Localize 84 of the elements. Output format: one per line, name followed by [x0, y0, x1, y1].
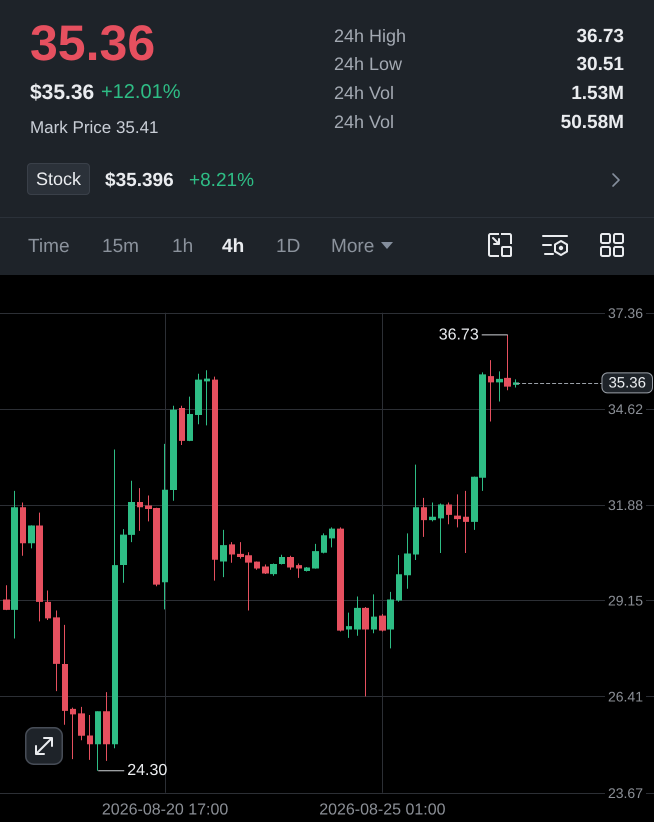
candlestick: [379, 613, 386, 632]
candlestick: [270, 562, 277, 576]
candlestick: [53, 610, 60, 692]
candlestick: [429, 502, 436, 522]
candlestick: [204, 370, 210, 426]
candlestick: [438, 503, 444, 554]
candlestick: [45, 590, 51, 620]
tag-badge: Stock: [27, 163, 90, 195]
text: 1D: [276, 236, 300, 256]
candlestick: [195, 373, 202, 425]
annotation: 24.30: [127, 762, 168, 780]
text: 50.58M: [560, 112, 624, 132]
candlestick: [496, 370, 503, 402]
y-tick-label: 31.88: [608, 496, 644, 513]
candlestick: [362, 606, 369, 697]
candlestick: [421, 497, 427, 538]
candlestick: [3, 584, 10, 611]
text: More: [331, 236, 374, 256]
text: 35.36: [30, 15, 156, 71]
ref-line-label: 35.36: [608, 374, 646, 392]
text: 24h Vol: [334, 83, 394, 103]
candlestick: [229, 542, 235, 564]
y-tick-label: 37.36: [608, 304, 644, 321]
x-tick-label: 2026-08-25 01:00: [319, 801, 446, 818]
candlestick: [137, 488, 143, 532]
candlestick: [78, 706, 85, 741]
candlestick: [187, 396, 193, 442]
candlestick: [279, 554, 285, 566]
candlestick: [413, 464, 419, 560]
text: 30.51: [576, 54, 624, 74]
text: 24h High: [334, 26, 406, 46]
candlestick: [212, 376, 218, 582]
candlestick: [170, 405, 177, 502]
candlestick: [304, 566, 310, 572]
text: 24h Low: [334, 54, 402, 74]
y-tick-label: 23.67: [608, 784, 644, 801]
candlestick: [404, 532, 411, 590]
candlestick: [454, 494, 461, 528]
text: $35.396: [105, 170, 174, 190]
y-tick-label: 29.15: [608, 592, 644, 609]
candlestick: [312, 543, 319, 570]
text: 4h: [222, 236, 244, 256]
text: +12.01%: [101, 81, 181, 103]
candlestick: [337, 526, 344, 632]
candlestick: [446, 502, 452, 525]
candlestick: [396, 554, 402, 602]
annotation: 36.73: [438, 326, 479, 344]
candlestick: [346, 612, 352, 638]
candlestick: [112, 449, 118, 749]
candlestick: [11, 490, 18, 640]
text: 1.53M: [571, 82, 624, 104]
candlestick: [254, 560, 260, 570]
candlestick: [95, 710, 101, 772]
text: 36.73: [576, 26, 624, 46]
text: 15m: [102, 236, 139, 256]
text: +8.21%: [189, 170, 254, 190]
candlestick: [262, 564, 269, 575]
text: Time: [28, 236, 70, 256]
candlestick: [179, 405, 185, 446]
candlestick: [103, 692, 110, 762]
text: 1h: [172, 236, 194, 256]
text: 24h Vol: [334, 112, 394, 132]
candlestick: [488, 360, 494, 422]
candlestick: [371, 594, 377, 634]
candlestick: [463, 490, 469, 554]
candlestick: [321, 532, 327, 554]
candlestick: [329, 526, 335, 548]
candlestick: [62, 624, 68, 726]
text: $35.36: [30, 80, 94, 104]
x-tick-label: 2026-08-20 17:00: [102, 801, 228, 818]
candlestick: [354, 596, 361, 636]
candlestick: [220, 529, 227, 578]
candlestick: [387, 591, 394, 649]
candlestick: [87, 714, 93, 760]
candlestick: [28, 524, 35, 549]
y-tick-label: 26.41: [608, 688, 644, 705]
candlestick: [296, 562, 302, 578]
candlestick: [36, 512, 43, 622]
candlestick: [20, 502, 26, 556]
candlestick: [287, 555, 294, 570]
candlestick: [70, 707, 76, 760]
y-tick-label: 34.62: [608, 400, 644, 417]
candlestick: [504, 334, 511, 391]
text: Mark Price 35.41: [30, 118, 158, 136]
